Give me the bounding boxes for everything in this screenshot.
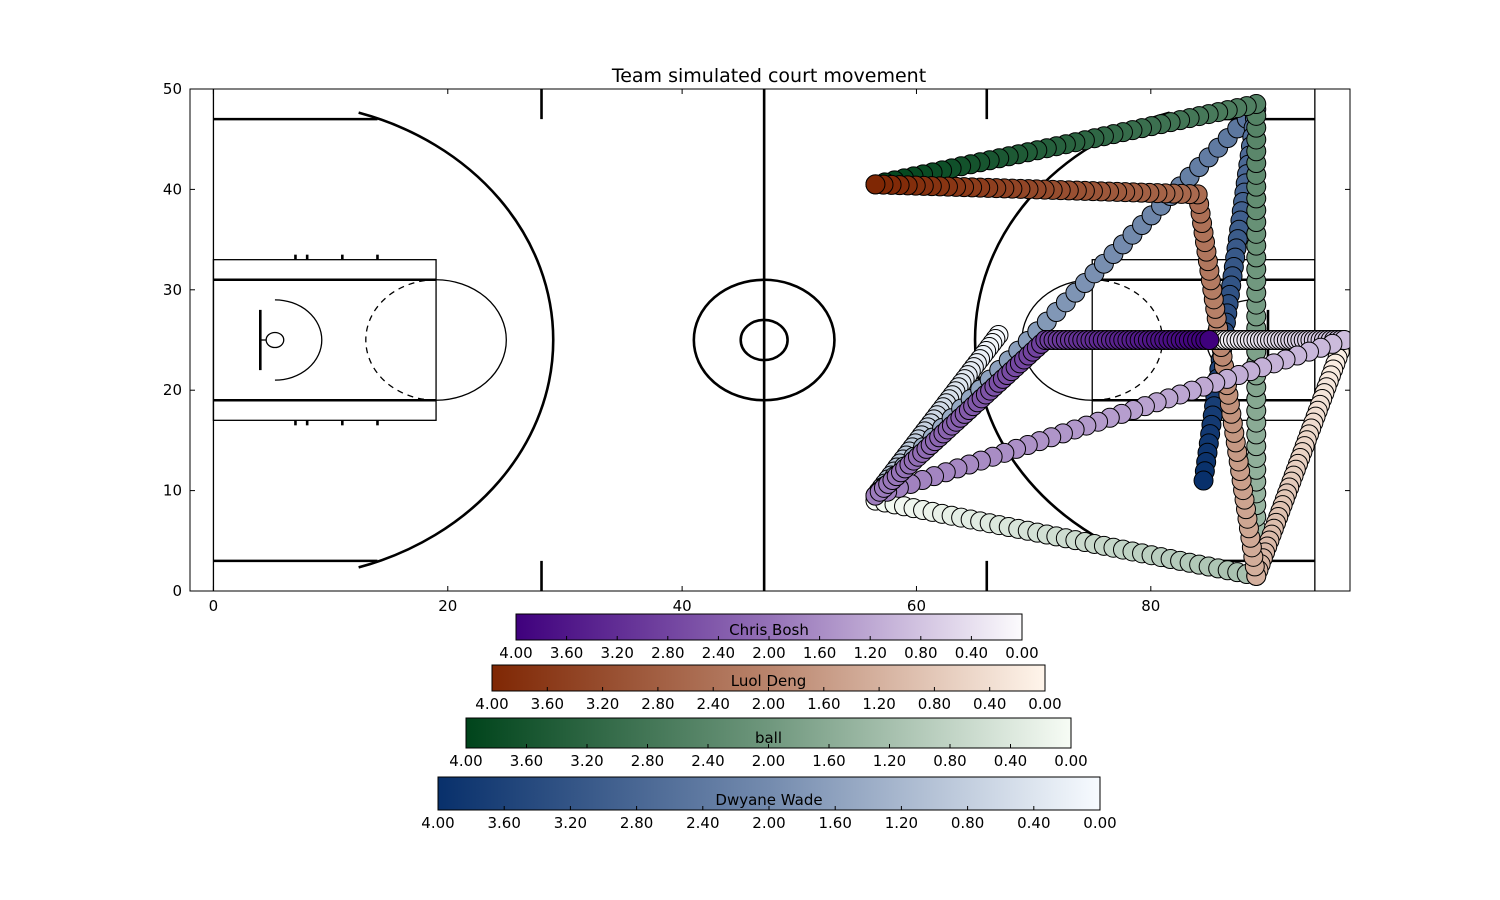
- colorbar-tick-label: 2.40: [702, 644, 735, 662]
- colorbar-tick-label: 3.60: [510, 752, 543, 770]
- x-tick-label: 20: [438, 597, 457, 615]
- plot-frame: [189, 88, 1351, 592]
- movement-markers: [865, 94, 1350, 586]
- colorbar-tick-label: 0.40: [955, 644, 988, 662]
- colorbar-tick-label: 3.20: [586, 695, 619, 713]
- colorbar-tick-label: 2.40: [691, 752, 724, 770]
- colorbar-tick-label: 2.80: [651, 644, 684, 662]
- marker-point: [1199, 330, 1220, 350]
- colorbar-tick-label: 3.20: [570, 752, 603, 770]
- colorbar-luol-deng: Luol Deng 4.00 3.60 3.20 2.80 2.40 2.00 1.60 1.2…: [475, 664, 1062, 713]
- colorbar-tick-label: 2.80: [641, 695, 674, 713]
- series-luol-deng: [865, 174, 1350, 586]
- colorbar-dwyane-wade: Dwyane Wade 4.00 3.60 3.20 2.80 2.40 2.00 1.60 1…: [421, 776, 1117, 832]
- colorbar-ball: ball 4.00 3.60 3.20 2.80 2.40 2.00 1.60 1.20 0.80…: [449, 717, 1088, 770]
- colorbar-label: ball: [755, 729, 782, 747]
- colorbar-gradient: [491, 664, 1046, 692]
- marker-point: [865, 174, 886, 195]
- colorbar-tick-label: 1.60: [812, 752, 845, 770]
- colorbar-tick-label: 1.20: [853, 644, 886, 662]
- y-tick-label: 30: [163, 281, 182, 299]
- colorbar-tick-label: 0.00: [1083, 814, 1116, 832]
- colorbar-tick-label: 1.20: [885, 814, 918, 832]
- x-tick-label: 60: [907, 597, 926, 615]
- series-ball: [865, 94, 1267, 586]
- colorbar-tick-label: 4.00: [499, 644, 532, 662]
- colorbars: Chris Bosh 4.00 3.60 3.20 2.80 2.40 2.00 1.60 1.…: [421, 613, 1117, 832]
- free-throw-circle: [436, 279, 508, 401]
- chart-title: Team simulated court movement: [611, 65, 926, 87]
- y-tick-label: 40: [163, 180, 182, 198]
- free-throw-circle-dashed: [365, 279, 437, 401]
- colorbar-tick-label: 3.60: [531, 695, 564, 713]
- colorbar-label: Dwyane Wade: [715, 791, 822, 809]
- colorbar-tick-label: 0.40: [973, 695, 1006, 713]
- colorbar-tick-label: 4.00: [421, 814, 454, 832]
- restricted-area-arc: [274, 299, 323, 381]
- y-tick-label: 20: [163, 381, 182, 399]
- three-point-arc: [358, 111, 555, 569]
- colorbar-tick-label: 0.40: [994, 752, 1027, 770]
- colorbar-tick-label: 0.00: [1028, 695, 1061, 713]
- colorbar-tick-label: 0.00: [1054, 752, 1087, 770]
- colorbar-gradient: [515, 613, 1023, 641]
- colorbar-tick-label: 3.60: [487, 814, 520, 832]
- colorbar-tick-label: 2.40: [686, 814, 719, 832]
- colorbar-tick-label: 1.60: [818, 814, 851, 832]
- colorbar-tick-label: 0.80: [918, 695, 951, 713]
- colorbar-tick-label: 2.00: [752, 695, 785, 713]
- marker-point: [1193, 470, 1214, 491]
- colorbar-tick-label: 0.80: [904, 644, 937, 662]
- colorbar-tick-label: 0.40: [1017, 814, 1050, 832]
- colorbar-label: Chris Bosh: [729, 621, 809, 639]
- colorbar-tick-label: 4.00: [475, 695, 508, 713]
- colorbar-tick-label: 0.80: [933, 752, 966, 770]
- colorbar-tick-label: 2.40: [696, 695, 729, 713]
- colorbar-tick-label: 3.60: [550, 644, 583, 662]
- colorbar-tick-label: 3.20: [554, 814, 587, 832]
- colorbar-gradient: [465, 717, 1072, 749]
- series-chris-bosh: [865, 330, 1350, 506]
- colorbar-tick-label: 2.00: [752, 644, 785, 662]
- y-tick-label: 0: [172, 582, 182, 600]
- colorbar-tick-label: 3.20: [600, 644, 633, 662]
- x-tick-label: 0: [209, 597, 219, 615]
- colorbar-tick-label: 2.00: [752, 814, 785, 832]
- colorbar-tick-label: 1.60: [807, 695, 840, 713]
- y-tick-label: 10: [163, 482, 182, 500]
- center-circle-inner: [739, 318, 789, 362]
- colorbar-tick-label: 0.80: [951, 814, 984, 832]
- axes-ticks: 0 20 40 60 80 0 10 20 30 40 50: [163, 80, 1350, 615]
- colorbar-tick-label: 1.20: [873, 752, 906, 770]
- x-tick-label: 40: [673, 597, 692, 615]
- three-point-arc: [973, 111, 1170, 569]
- center-circle-outer: [692, 278, 836, 402]
- outer-key: [212, 259, 437, 421]
- colorbar-chris-bosh: Chris Bosh 4.00 3.60 3.20 2.80 2.40 2.00 1.60 1.…: [499, 613, 1039, 662]
- hoop: [265, 331, 285, 349]
- colorbar-tick-label: 1.60: [803, 644, 836, 662]
- colorbar-tick-label: 2.80: [620, 814, 653, 832]
- colorbar-tick-label: 2.80: [631, 752, 664, 770]
- colorbar-tick-label: 2.00: [752, 752, 785, 770]
- colorbar-tick-label: 1.20: [862, 695, 895, 713]
- colorbar-tick-label: 4.00: [449, 752, 482, 770]
- y-tick-label: 50: [163, 80, 182, 98]
- colorbar-label: Luol Deng: [731, 672, 807, 690]
- colorbar-gradient: [437, 776, 1101, 811]
- colorbar-tick-label: 0.00: [1005, 644, 1038, 662]
- x-tick-label: 80: [1141, 597, 1160, 615]
